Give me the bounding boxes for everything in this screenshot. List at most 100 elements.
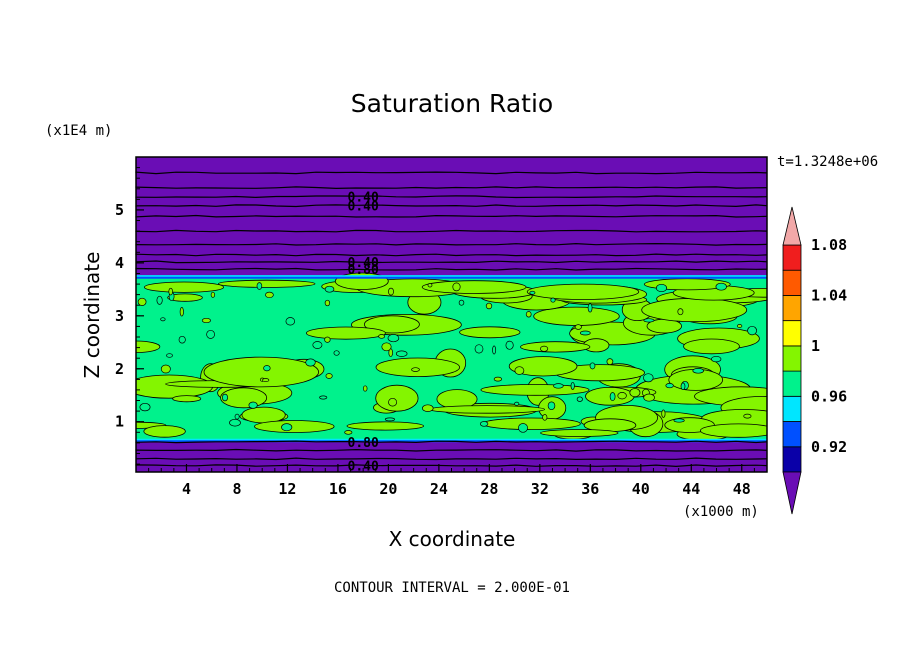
cloud-speck bbox=[324, 336, 331, 343]
colorbar-swatch bbox=[782, 421, 802, 448]
colorbar-swatch bbox=[782, 370, 802, 397]
cloud-speck bbox=[715, 282, 727, 291]
x-tick-label: 48 bbox=[733, 480, 751, 498]
cloud-patch bbox=[482, 417, 581, 431]
cloud-speck bbox=[540, 345, 549, 352]
plot-area: 0.400.400.400.800.800.40 bbox=[135, 156, 768, 475]
x-tick-label: 40 bbox=[632, 480, 650, 498]
cloud-speck bbox=[281, 423, 293, 432]
cloud-patch bbox=[167, 293, 203, 302]
cloud-patch bbox=[508, 356, 578, 377]
x-tick-label: 20 bbox=[379, 480, 397, 498]
contour-line bbox=[135, 229, 768, 233]
cloud-speck bbox=[325, 373, 333, 379]
cloud-patch bbox=[363, 315, 420, 334]
cloud-speck bbox=[312, 341, 323, 349]
cloud-patch bbox=[520, 341, 591, 353]
cloud-speck bbox=[388, 397, 398, 407]
cloud-speck bbox=[529, 290, 536, 295]
colorbar-swatch bbox=[782, 446, 802, 473]
cloud-speck bbox=[262, 378, 270, 383]
y-axis-title: Z coordinate bbox=[80, 252, 104, 379]
cloud-speck bbox=[550, 297, 556, 303]
colorbar-swatch bbox=[782, 395, 802, 422]
cloud-patch bbox=[346, 421, 424, 431]
cloud-speck bbox=[505, 340, 514, 350]
cloud-speck bbox=[474, 344, 484, 354]
contour-label: 0.40 bbox=[348, 191, 379, 206]
cloud-speck bbox=[458, 299, 465, 306]
cloud-speck bbox=[492, 345, 497, 355]
cloud-speck bbox=[411, 367, 420, 372]
y-tick-label: 2 bbox=[115, 360, 124, 378]
cloud-speck bbox=[643, 393, 655, 402]
cloud-speck bbox=[673, 418, 685, 423]
y-tick-label: 4 bbox=[115, 254, 124, 272]
x-tick-label: 16 bbox=[329, 480, 347, 498]
cloud-speck bbox=[542, 414, 548, 421]
cloud-speck bbox=[743, 413, 752, 419]
cloud-speck bbox=[677, 308, 684, 316]
time-label: t=1.3248e+06 bbox=[777, 154, 878, 170]
cloud-patch bbox=[143, 281, 224, 293]
cloud-speck bbox=[609, 392, 616, 402]
cloud-speck bbox=[422, 404, 434, 412]
cloud-speck bbox=[166, 353, 173, 358]
cloud-speck bbox=[285, 317, 296, 326]
colorbar-swatch bbox=[782, 294, 802, 321]
cloud-speck bbox=[643, 318, 655, 323]
cloud-speck bbox=[265, 291, 274, 299]
colorbar-label: 1 bbox=[811, 337, 820, 355]
cloud-speck bbox=[587, 303, 593, 313]
contour-label: 0.40 bbox=[348, 256, 379, 271]
colorbar-high-arrow bbox=[782, 206, 802, 246]
cloud-speck bbox=[178, 335, 186, 344]
cloud-speck bbox=[388, 287, 394, 296]
cloud-speck bbox=[485, 302, 493, 310]
cloud-speck bbox=[747, 325, 757, 336]
cloud-speck bbox=[493, 376, 503, 382]
cloud-speck bbox=[692, 368, 704, 374]
x-tick-label: 8 bbox=[232, 480, 241, 498]
cloud-patches bbox=[136, 272, 767, 441]
contour-line bbox=[135, 440, 768, 444]
colorbar-low-arrow bbox=[782, 471, 802, 515]
cloud-patch bbox=[375, 357, 460, 378]
cloud-speck bbox=[234, 413, 240, 420]
contour-line bbox=[135, 186, 768, 190]
x-tick-label: 28 bbox=[480, 480, 498, 498]
contour-line bbox=[135, 448, 768, 452]
contour-lines: 0.400.400.400.800.800.40 bbox=[135, 171, 768, 475]
cloud-patch bbox=[241, 406, 286, 424]
colorbar-swatch bbox=[782, 244, 802, 271]
cloud-speck bbox=[137, 297, 147, 306]
cloud-patch bbox=[428, 405, 545, 414]
colorbar-label: 1.08 bbox=[811, 236, 847, 254]
cloud-speck bbox=[384, 417, 395, 422]
cloud-patch bbox=[375, 384, 419, 412]
x-axis-title: X coordinate bbox=[389, 527, 516, 551]
x-tick-label: 44 bbox=[682, 480, 700, 498]
cloud-speck bbox=[248, 401, 258, 409]
cloud-speck bbox=[381, 342, 392, 352]
cloud-patch bbox=[683, 338, 740, 355]
cloud-patch bbox=[526, 283, 640, 300]
contour-line bbox=[135, 214, 768, 218]
cloud-speck bbox=[395, 350, 408, 357]
colorbar-swatch bbox=[782, 345, 802, 372]
cloud-speck bbox=[156, 295, 163, 305]
cloud-speck bbox=[553, 383, 564, 389]
cloud-patch bbox=[143, 425, 186, 438]
cloud-speck bbox=[629, 388, 641, 398]
cloud-speck bbox=[518, 423, 528, 433]
cloud-patch bbox=[172, 395, 202, 403]
cloud-speck bbox=[525, 311, 532, 318]
cloud-speck bbox=[589, 362, 596, 370]
contour-line bbox=[135, 464, 768, 468]
contour-line bbox=[135, 267, 768, 271]
contour-line bbox=[135, 204, 768, 208]
cloud-speck bbox=[344, 430, 353, 435]
x-axis-ticks: 4 8 12 16 20 24 28 32 36 40 44 48 bbox=[148, 464, 755, 498]
contour-line bbox=[135, 171, 768, 175]
